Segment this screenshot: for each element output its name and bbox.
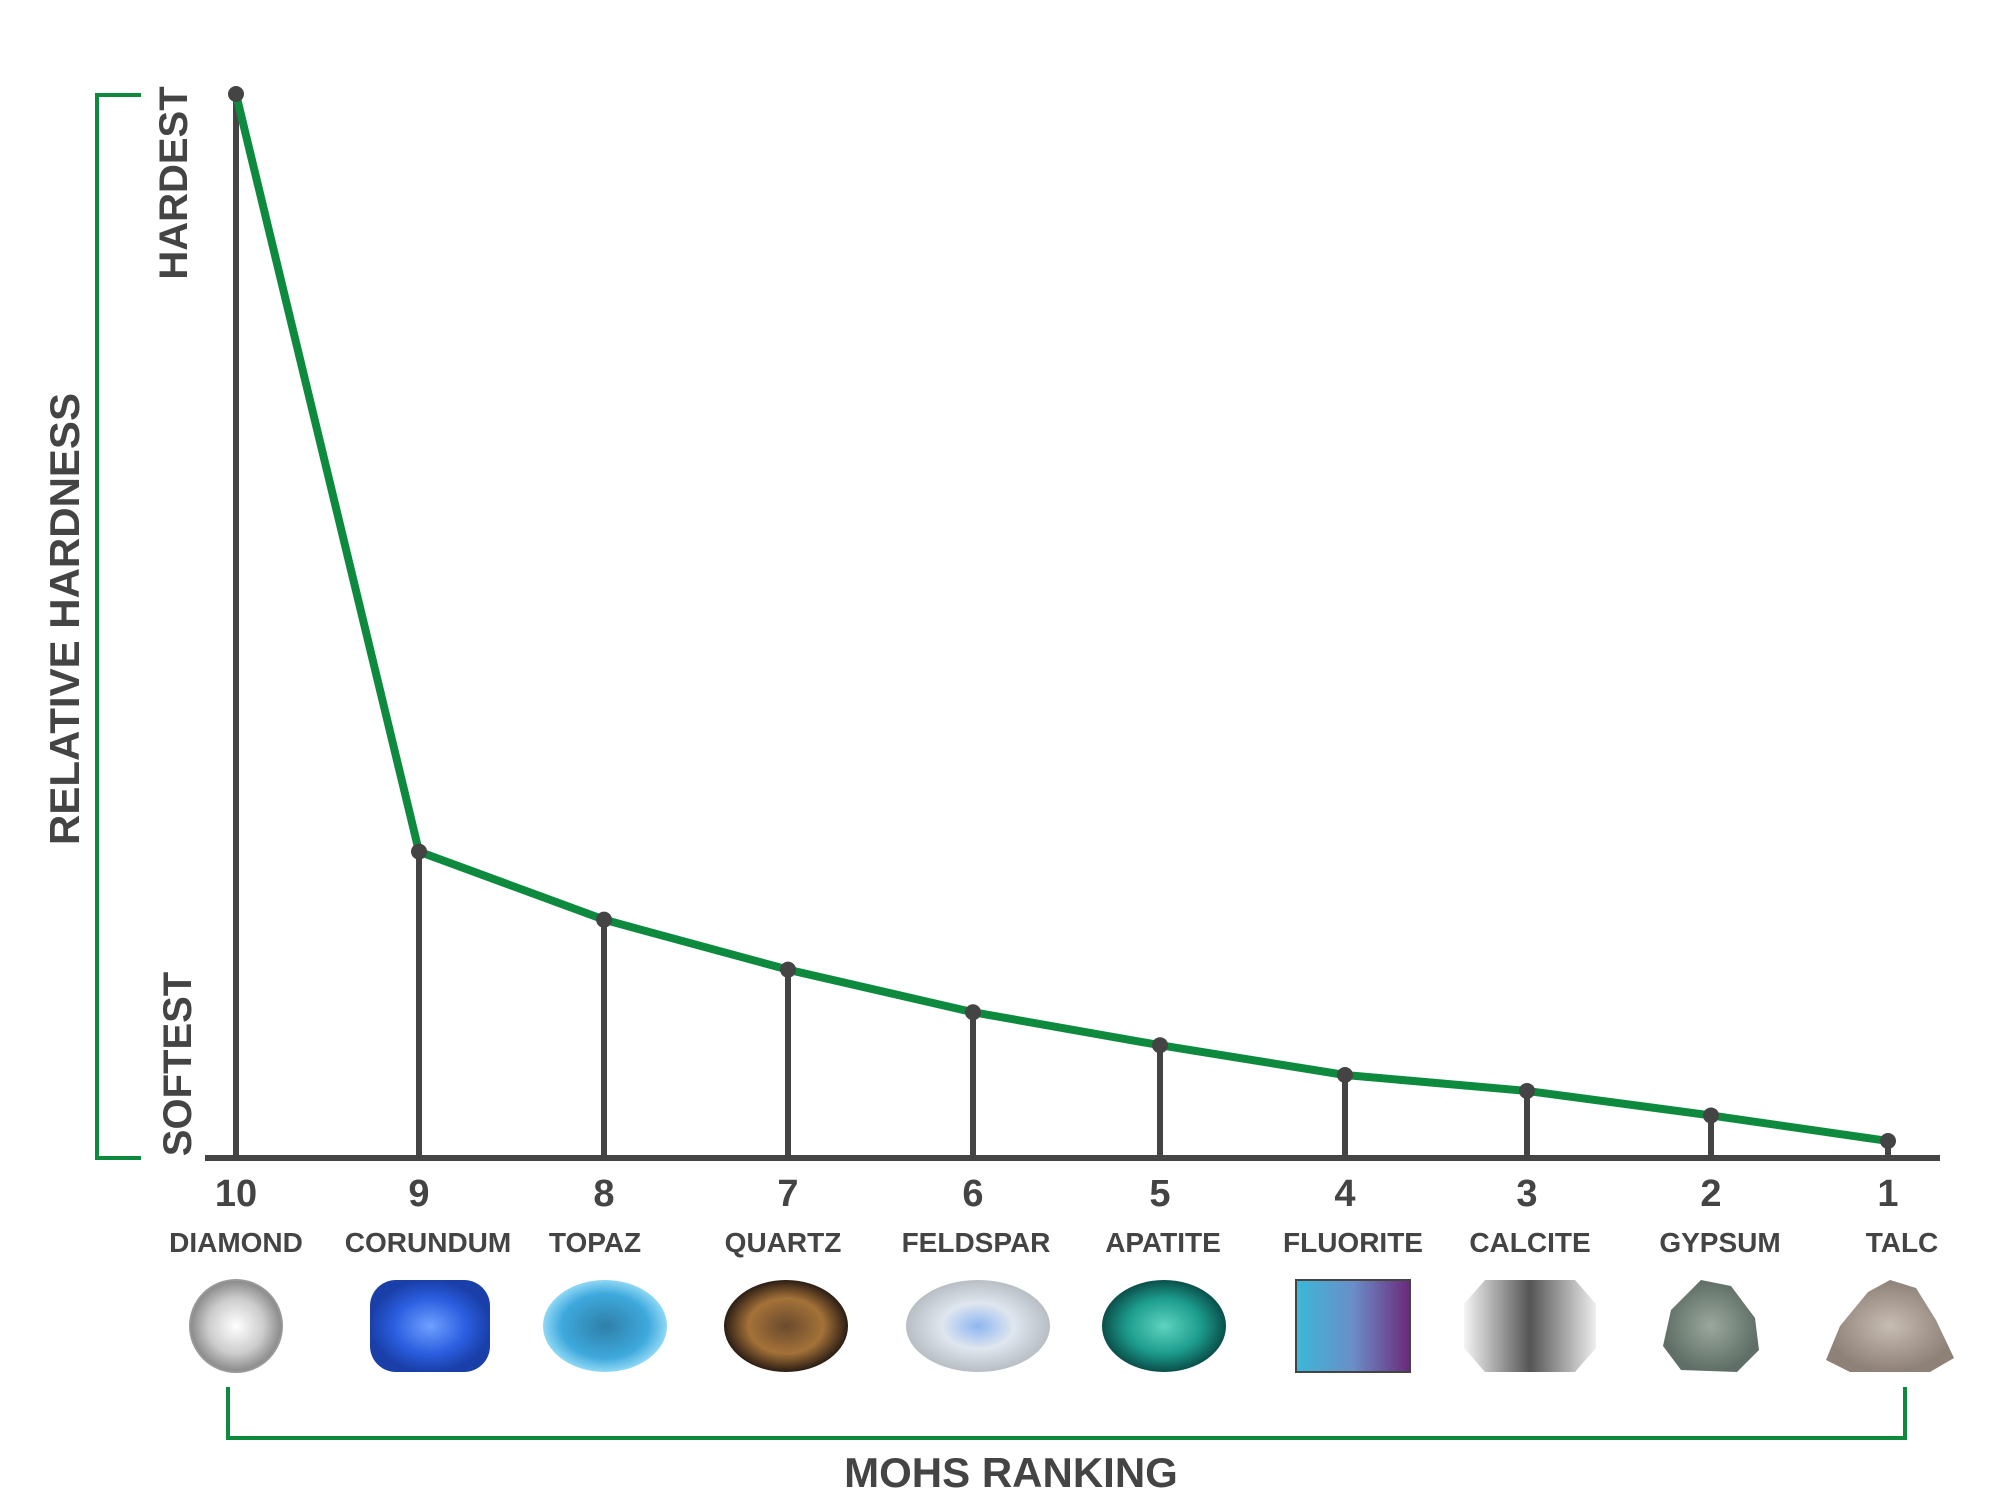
hardness-line	[232, 93, 1889, 1145]
y-axis-bracket	[95, 93, 141, 1160]
mineral-label: APATITE	[1105, 1227, 1221, 1258]
data-point-7	[780, 961, 796, 978]
x-axis-label: MOHS RANKING	[844, 1449, 1178, 1496]
tick-label: 6	[962, 1173, 983, 1215]
y-axis-label: RELATIVE HARDNESS	[41, 393, 88, 845]
tick-label: 1	[1877, 1173, 1898, 1215]
tick-label: 8	[593, 1173, 614, 1215]
hardest-label: HARDEST	[152, 86, 196, 279]
data-point-1	[1880, 1132, 1896, 1149]
data-point-9	[411, 843, 427, 860]
moonstone-gem-icon	[906, 1280, 1050, 1372]
mineral-label: CALCITE	[1469, 1227, 1590, 1258]
talc-rock-icon	[1826, 1280, 1954, 1372]
data-point-8	[596, 911, 612, 928]
smoky-quartz-gem-icon	[724, 1280, 848, 1372]
calcite-gem-icon	[1464, 1280, 1596, 1372]
tick-label: 3	[1516, 1173, 1537, 1215]
mineral-label: TALC	[1866, 1227, 1939, 1258]
data-point-6	[965, 1004, 981, 1021]
tick-label: 10	[215, 1173, 257, 1215]
data-point-3	[1519, 1082, 1535, 1099]
gypsum-rock-icon	[1663, 1280, 1759, 1372]
x-axis-bracket	[226, 1387, 1907, 1440]
softest-label: SOFTEST	[156, 972, 200, 1156]
fluorite-gem-icon	[1295, 1279, 1411, 1373]
tick-label: 5	[1149, 1173, 1170, 1215]
data-point-10	[228, 86, 244, 102]
mineral-label: DIAMOND	[169, 1227, 303, 1258]
diamond-gem-icon	[189, 1279, 283, 1373]
tick-label: 2	[1700, 1173, 1721, 1215]
topaz-gem-icon	[543, 1280, 667, 1372]
data-point-5	[1152, 1037, 1168, 1054]
mineral-label: GYPSUM	[1659, 1227, 1780, 1258]
mineral-label: FLUORITE	[1283, 1227, 1423, 1258]
apatite-gem-icon	[1102, 1280, 1226, 1372]
sapphire-gem-icon	[370, 1280, 490, 1372]
tick-label: 7	[777, 1173, 798, 1215]
tick-label: 4	[1334, 1173, 1355, 1215]
data-point-4	[1337, 1067, 1353, 1084]
mineral-label: QUARTZ	[725, 1227, 842, 1258]
data-point-2	[1703, 1107, 1719, 1124]
mineral-label: FELDSPAR	[902, 1227, 1051, 1258]
mineral-label: CORUNDUM	[345, 1227, 511, 1258]
mineral-label: TOPAZ	[549, 1227, 641, 1258]
tick-label: 9	[408, 1173, 429, 1215]
